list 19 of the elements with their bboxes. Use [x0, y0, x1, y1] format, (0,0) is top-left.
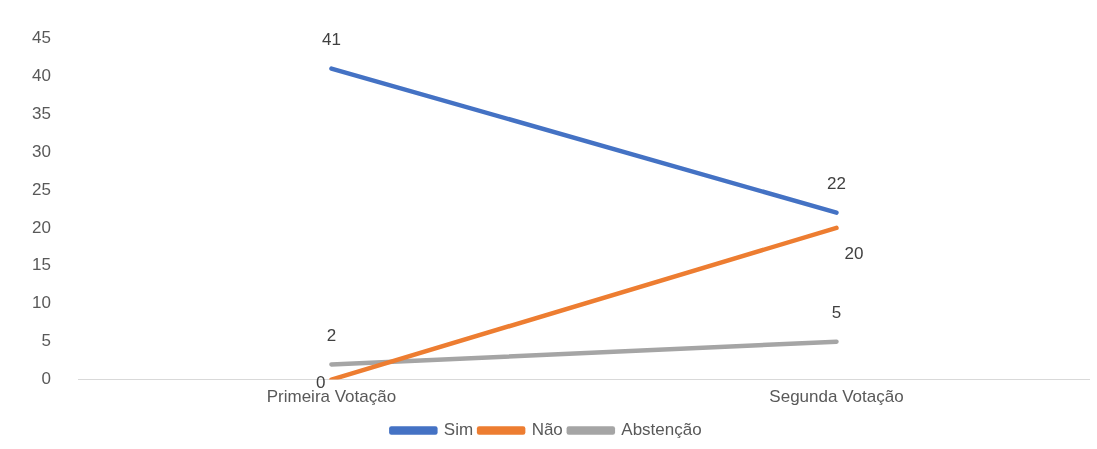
y-tick-label: 15 [31, 255, 51, 275]
y-tick-label: 5 [41, 331, 51, 351]
y-tick-label: 10 [31, 293, 51, 313]
y-tick-label: 0 [41, 369, 51, 389]
legend-label: Sim [443, 420, 474, 440]
legend-label: Abstenção [621, 420, 702, 440]
data-label: 22 [827, 174, 846, 194]
y-tick-label: 20 [31, 217, 51, 237]
data-label: 41 [321, 30, 341, 50]
data-label: 2 [326, 326, 337, 346]
y-tick-label: 45 [31, 27, 51, 47]
y-tick-label: 40 [31, 65, 51, 85]
y-tick-label: 35 [31, 103, 51, 123]
data-label: 5 [831, 303, 842, 323]
x-tick-label: Segunda Votação [769, 387, 904, 407]
y-tick-label: 25 [31, 179, 51, 199]
y-tick-label: 30 [31, 141, 51, 161]
legend-label: Não [531, 420, 563, 440]
data-label: 20 [844, 243, 864, 263]
